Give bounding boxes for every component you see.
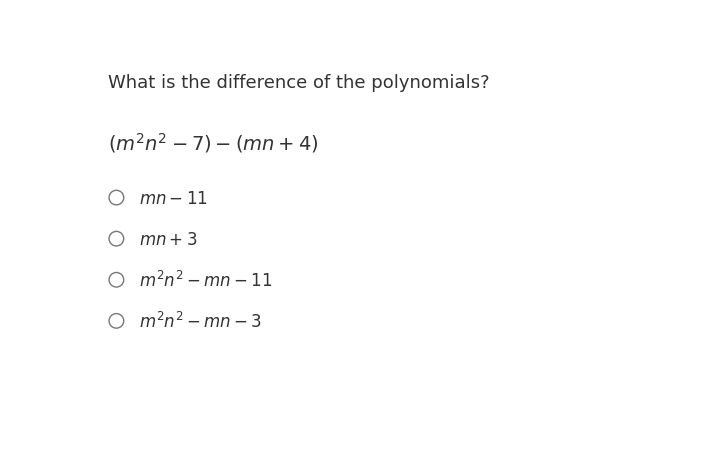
Text: What is the difference of the polynomials?: What is the difference of the polynomial… (108, 74, 489, 91)
Text: $m^2n^2 - mn - 11$: $m^2n^2 - mn - 11$ (139, 270, 272, 290)
Text: $m^2n^2 - mn - 3$: $m^2n^2 - mn - 3$ (139, 311, 262, 331)
Text: $mn + 3$: $mn + 3$ (139, 230, 197, 248)
Text: $\left(m^2n^2-7\right)-\left(mn+4\right)$: $\left(m^2n^2-7\right)-\left(mn+4\right)… (108, 131, 318, 154)
Text: $mn - 11$: $mn - 11$ (139, 189, 207, 207)
